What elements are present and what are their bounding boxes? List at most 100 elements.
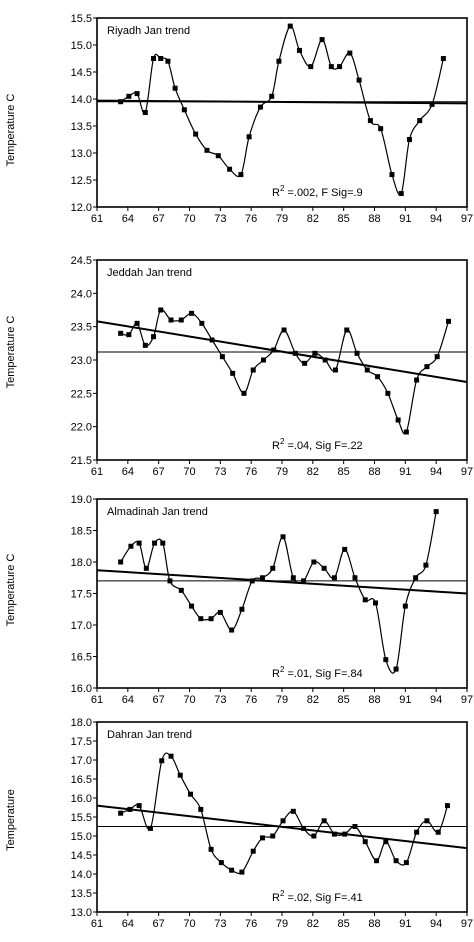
r2-annotation: R2 =.04, Sig F=.22 (272, 437, 363, 452)
data-point (331, 575, 337, 581)
data-point (337, 64, 343, 70)
series-line (120, 511, 437, 674)
x-tick-label: 61 (91, 213, 103, 225)
x-tick-label: 61 (91, 694, 103, 706)
data-point (321, 565, 327, 571)
data-point (356, 77, 362, 83)
x-tick-label: 97 (461, 694, 473, 706)
y-tick-label: 17.5 (71, 736, 92, 748)
data-point (238, 172, 244, 178)
data-point (193, 131, 199, 137)
r2-symbol: R (272, 892, 280, 904)
y-tick-label: 22.5 (71, 388, 92, 400)
data-point (311, 833, 317, 839)
x-tick-label: 85 (338, 918, 350, 930)
data-point (208, 846, 214, 852)
x-tick-label: 97 (461, 213, 473, 225)
x-tick-label: 94 (430, 466, 442, 478)
data-point (383, 657, 389, 663)
data-point (440, 56, 446, 61)
x-tick-label: 94 (430, 694, 442, 706)
r2-annotation: R2 =.01, Sig F=.84 (272, 665, 363, 680)
data-point (143, 565, 149, 571)
data-point (362, 597, 368, 603)
panel-title: Almadinah Jan trend (107, 506, 208, 518)
y-tick-label: 24.0 (71, 288, 92, 300)
y-tick-label: 19.0 (71, 494, 92, 506)
y-tick-label: 18.5 (71, 526, 92, 538)
y-axis-label: Temperature C (5, 316, 17, 389)
data-point (332, 367, 338, 373)
chart-panel-1: 12.0 12.5 13.0 13.5 14.0 14.5 15.0 15.5 61 64 67 70… (5, 13, 473, 225)
data-point (347, 50, 353, 56)
x-tick-label: 76 (245, 918, 257, 930)
data-point (188, 791, 194, 797)
data-point (290, 808, 296, 814)
data-point (302, 360, 308, 366)
data-point (281, 327, 287, 333)
data-point (402, 603, 408, 609)
data-point (342, 546, 348, 552)
panel-title: Riyadh Jan trend (107, 25, 190, 37)
y-tick-label: 15.0 (71, 40, 92, 52)
y-tick-label: 17.5 (71, 589, 92, 601)
r2-superscript: 2 (280, 184, 285, 193)
r2-statistics: =.002, F Sig=.9 (284, 187, 362, 199)
data-point (158, 307, 164, 313)
x-tick-label: 67 (153, 918, 165, 930)
data-point (250, 848, 256, 854)
trend-line (96, 320, 468, 383)
data-point (342, 831, 348, 837)
data-point (406, 137, 412, 142)
y-tick-label: 23.0 (71, 355, 92, 367)
data-point (230, 370, 236, 376)
data-point (308, 64, 314, 70)
y-axis-label: Temperature C (5, 94, 17, 167)
data-point (118, 330, 124, 336)
data-point (136, 803, 142, 809)
y-tick-label: 16.0 (71, 683, 92, 695)
panel-title: Jeddah Jan trend (107, 267, 192, 279)
chart-panel-4: 13.0 13.5 14.0 14.5 15.0 15.5 16.0 16.5 17.0 17.5… (5, 717, 473, 930)
y-tick-label: 13.5 (71, 888, 92, 900)
x-tick-label: 67 (153, 213, 165, 225)
data-point (204, 147, 210, 153)
data-point (414, 829, 420, 835)
x-tick-label: 82 (307, 213, 319, 225)
data-point (301, 578, 307, 584)
data-point (424, 364, 430, 370)
data-point (151, 334, 157, 340)
y-tick-label: 13.0 (71, 907, 92, 919)
y-tick-label: 14.0 (71, 869, 92, 881)
data-point (168, 753, 174, 759)
plot-frame (96, 498, 468, 689)
y-tick-label: 23.5 (71, 322, 92, 334)
x-tick-label: 76 (245, 694, 257, 706)
x-tick-label: 61 (91, 466, 103, 478)
x-tick-label: 73 (214, 694, 226, 706)
data-point (134, 320, 140, 326)
y-tick-label: 22.0 (71, 422, 92, 434)
data-point (395, 417, 401, 423)
x-tick-label: 97 (461, 466, 473, 478)
r2-annotation: R2 =.002, F Sig=.9 (272, 184, 363, 199)
data-point (168, 317, 174, 323)
x-tick-label: 82 (307, 694, 319, 706)
x-tick-label: 85 (338, 213, 350, 225)
x-tick-label: 82 (307, 466, 319, 478)
data-point (257, 104, 263, 110)
y-tick-label: 18.0 (71, 717, 92, 729)
x-tick-label: 91 (399, 918, 411, 930)
x-tick-label: 76 (245, 466, 257, 478)
x-tick-label: 88 (368, 918, 380, 930)
data-point (403, 860, 409, 866)
x-tick-label: 61 (91, 918, 103, 930)
data-point (218, 860, 224, 866)
y-tick-label: 12.5 (71, 175, 92, 187)
trend-line (96, 804, 468, 850)
trend-line (96, 569, 468, 595)
data-point (433, 509, 439, 515)
y-tick-label: 16.0 (71, 793, 92, 805)
x-tick-label: 97 (461, 918, 473, 930)
